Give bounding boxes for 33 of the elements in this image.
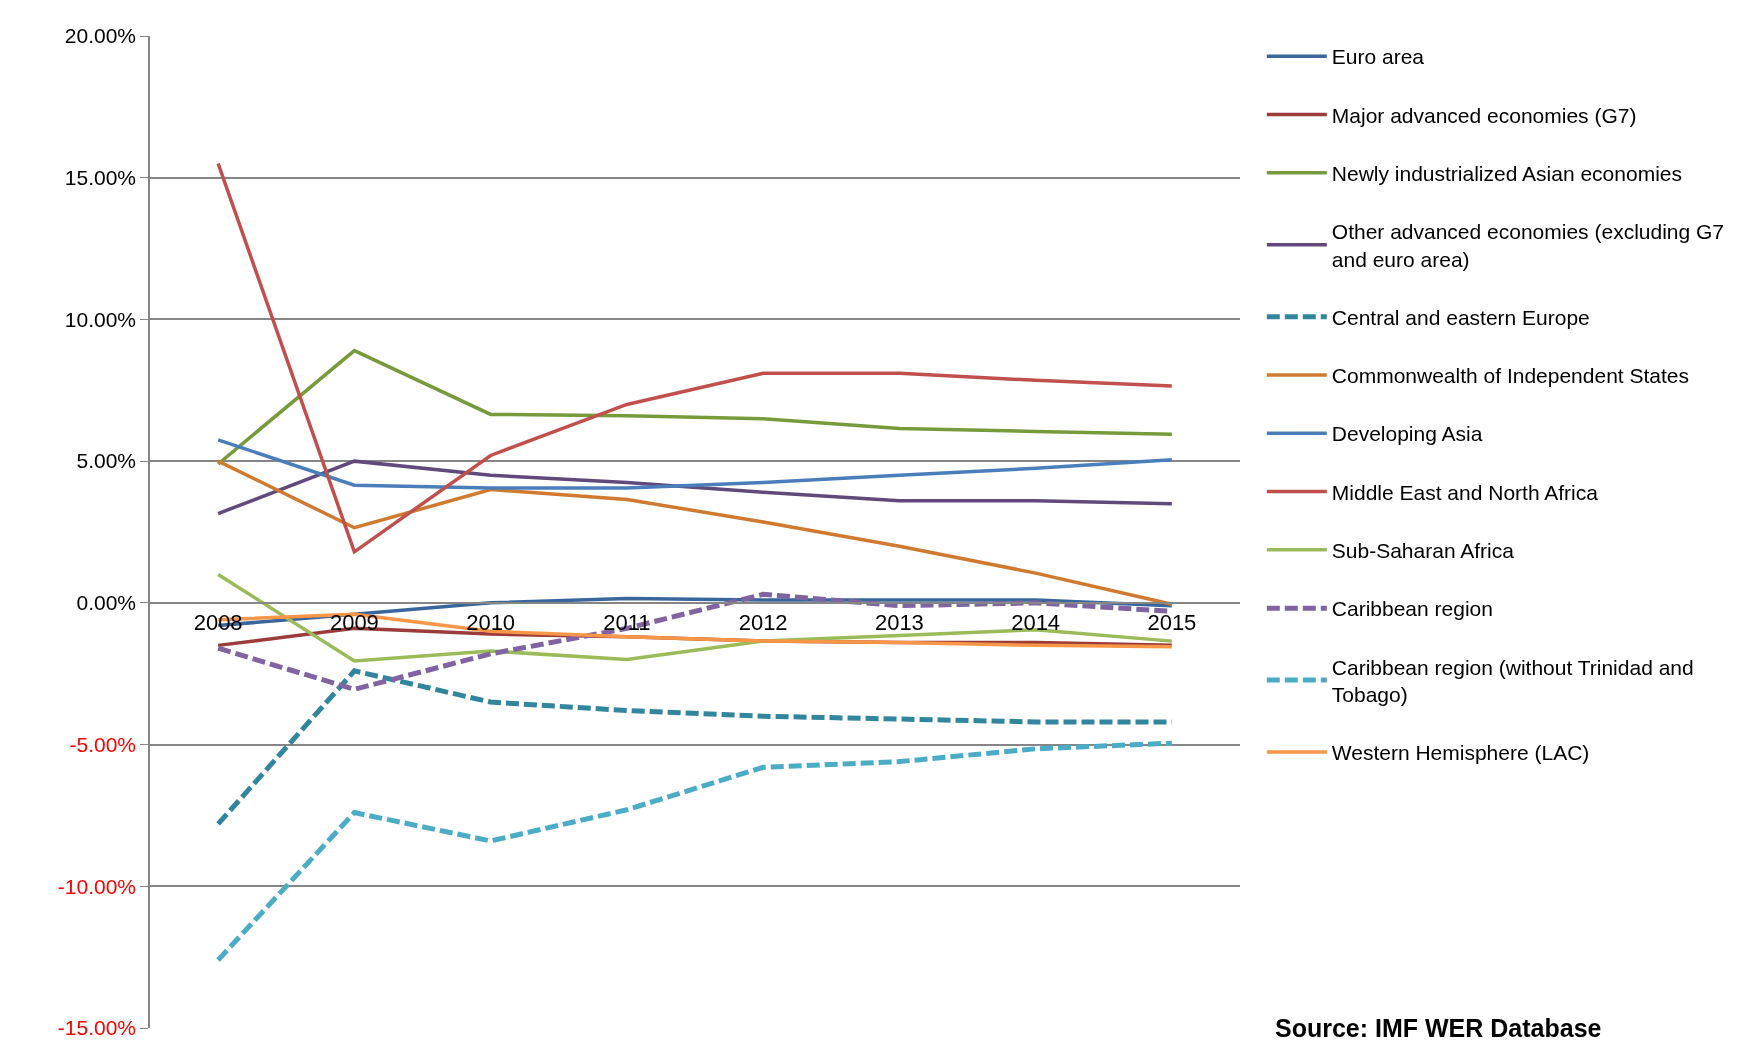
line-series xyxy=(216,348,1174,466)
legend-label: Western Hemisphere (LAC) xyxy=(1331,741,1590,765)
y-tick-label: -10.00% xyxy=(57,874,137,898)
line-series xyxy=(216,438,1174,490)
line-series xyxy=(216,459,1174,516)
line-series xyxy=(216,161,1174,554)
x-tick-label: 2013 xyxy=(874,610,924,636)
y-tick-label: -5.00% xyxy=(69,732,137,756)
x-tick-label: 2015 xyxy=(1147,610,1197,636)
y-tick-label: 20.00% xyxy=(64,24,137,48)
x-tick-label: 2014 xyxy=(1011,610,1061,636)
legend-label: Newly industrialized Asian economies xyxy=(1331,161,1682,185)
y-tick-label: 5.00% xyxy=(76,449,137,473)
legend-label: Major advanced economies (G7) xyxy=(1331,103,1637,127)
line-series xyxy=(216,459,1174,607)
x-tick-label: 2011 xyxy=(603,610,651,636)
legend-label: Developing Asia xyxy=(1331,422,1483,446)
legend-label: Commonwealth of Independent States xyxy=(1331,364,1690,388)
legend-label: Euro area xyxy=(1331,45,1425,69)
legend-label: Other advanced economies (excluding G7 and euro area) xyxy=(1331,220,1725,271)
y-tick-label: 10.00% xyxy=(64,307,137,331)
legend-label: Caribbean region xyxy=(1331,597,1493,621)
y-tick-label: 15.00% xyxy=(64,166,137,190)
legend-label: Caribbean region (without Trinidad and Tobago) xyxy=(1331,655,1694,706)
legend-label: Central and eastern Europe xyxy=(1331,305,1590,329)
y-tick-label: -15.00% xyxy=(57,1016,137,1040)
x-tick-label: 2008 xyxy=(193,610,243,636)
x-tick-label: 2010 xyxy=(466,610,516,636)
source-note: Source: IMF WER Database xyxy=(1275,1014,1602,1042)
legend-label: Middle East and North Africa xyxy=(1331,480,1599,504)
legend-label: Sub-Saharan Africa xyxy=(1331,539,1515,563)
y-tick-label: 0.00% xyxy=(76,591,137,615)
x-tick-label: 2012 xyxy=(738,610,788,636)
